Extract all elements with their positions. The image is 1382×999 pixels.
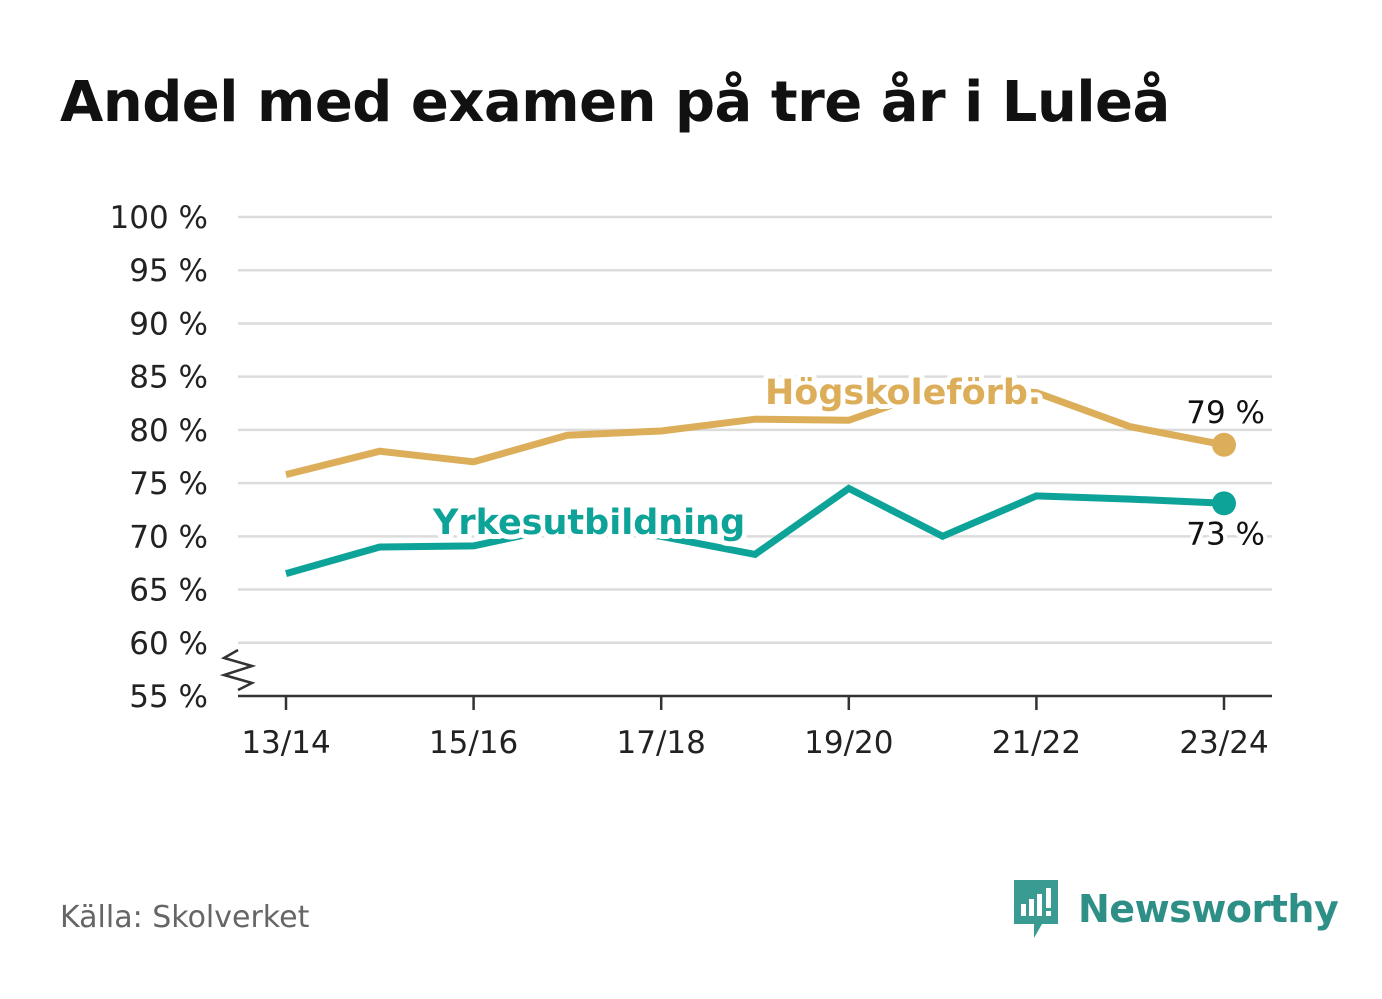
y-tick-label: 55 %: [129, 679, 208, 715]
y-tick-label: 80 %: [129, 413, 208, 449]
series-end-marker: [1212, 491, 1236, 516]
y-tick-label: 85 %: [129, 360, 208, 396]
series-end-marker: [1212, 432, 1236, 457]
y-tick-label: 65 %: [129, 573, 208, 609]
x-tick-label: 19/20: [804, 725, 893, 761]
grid-lines: [238, 215, 1272, 645]
y-tick-label: 100 %: [110, 200, 208, 236]
series-line-hogskoleforb: [285, 383, 1225, 478]
y-tick-label: 60 %: [129, 626, 208, 662]
brand-logo: Newsworthy: [1012, 878, 1339, 940]
y-tick-label: 90 %: [129, 306, 208, 342]
newsworthy-logo-icon: [1014, 880, 1058, 938]
brand-name: Newsworthy: [1078, 887, 1339, 931]
end-value-label: 73 %: [1186, 516, 1265, 552]
chart-title: Andel med examen på tre år i Luleå: [60, 70, 1170, 135]
series-line-yrkesutbildning: [285, 484, 1225, 577]
x-tick-label: 17/18: [617, 725, 706, 761]
y-tick-label: 95 %: [129, 253, 208, 289]
y-tick-label: 75 %: [129, 466, 208, 502]
series-lines: [285, 383, 1236, 577]
y-tick-label: 70 %: [129, 519, 208, 555]
x-tick-label: 15/16: [429, 725, 518, 761]
x-tick-label: 13/14: [241, 725, 330, 761]
source-note: Källa: Skolverket: [60, 900, 310, 935]
x-axis: [219, 648, 1272, 710]
axis-break-icon: [219, 648, 257, 692]
series-labels: Högskoleförb. Yrkesutbildning 79 % 73 %: [427, 368, 1269, 556]
series-label-yrkesutbildning: Yrkesutbildning: [432, 503, 745, 543]
x-tick-label: 21/22: [992, 725, 1081, 761]
series-label-hogskoleforb: Högskoleförb.: [765, 373, 1041, 413]
x-axis-tick-labels: 13/14 15/16 17/18 19/20 21/22 23/24: [241, 725, 1268, 761]
end-value-label: 79 %: [1186, 395, 1265, 431]
y-axis-tick-labels: 100 % 95 % 90 % 85 % 80 % 75 % 70 % 65 % 60 % 55 …: [110, 200, 208, 715]
x-tick-label: 23/24: [1179, 725, 1268, 761]
